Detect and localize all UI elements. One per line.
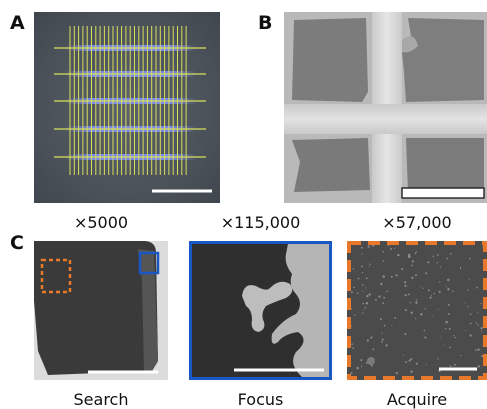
grid-drawing xyxy=(54,26,212,193)
focus-image xyxy=(189,241,332,380)
focus-film-region xyxy=(271,244,329,377)
acquire-frame xyxy=(347,241,487,380)
focus-magnification: ×115,000 xyxy=(220,213,301,232)
focus-target-box xyxy=(138,251,160,275)
search-drawing xyxy=(34,241,168,380)
acquire-drawing xyxy=(347,241,487,380)
focus-caption: Focus xyxy=(237,390,284,409)
square-bottom-left xyxy=(292,138,370,192)
panel-a-label: A xyxy=(10,12,25,34)
search-image xyxy=(34,241,168,380)
focus-drawing xyxy=(192,244,329,377)
acquire-image xyxy=(347,241,487,380)
panel-a-grid-image xyxy=(34,12,220,203)
panel-b-square-image xyxy=(284,12,487,203)
square-top-right xyxy=(402,18,484,102)
panel-b-label: B xyxy=(258,12,273,34)
acquire-magnification: ×57,000 xyxy=(382,213,452,232)
panel-c-label: C xyxy=(10,232,24,254)
square-drawing xyxy=(284,12,487,203)
search-caption: Search xyxy=(73,390,129,409)
search-magnification: ×5000 xyxy=(73,213,129,232)
square-top-left xyxy=(292,18,368,102)
acquire-target-box xyxy=(40,258,72,294)
square-bottom-right xyxy=(406,138,484,192)
acquire-caption: Acquire xyxy=(386,390,448,409)
focus-blob xyxy=(242,281,293,332)
scale-bar-b xyxy=(401,187,485,199)
